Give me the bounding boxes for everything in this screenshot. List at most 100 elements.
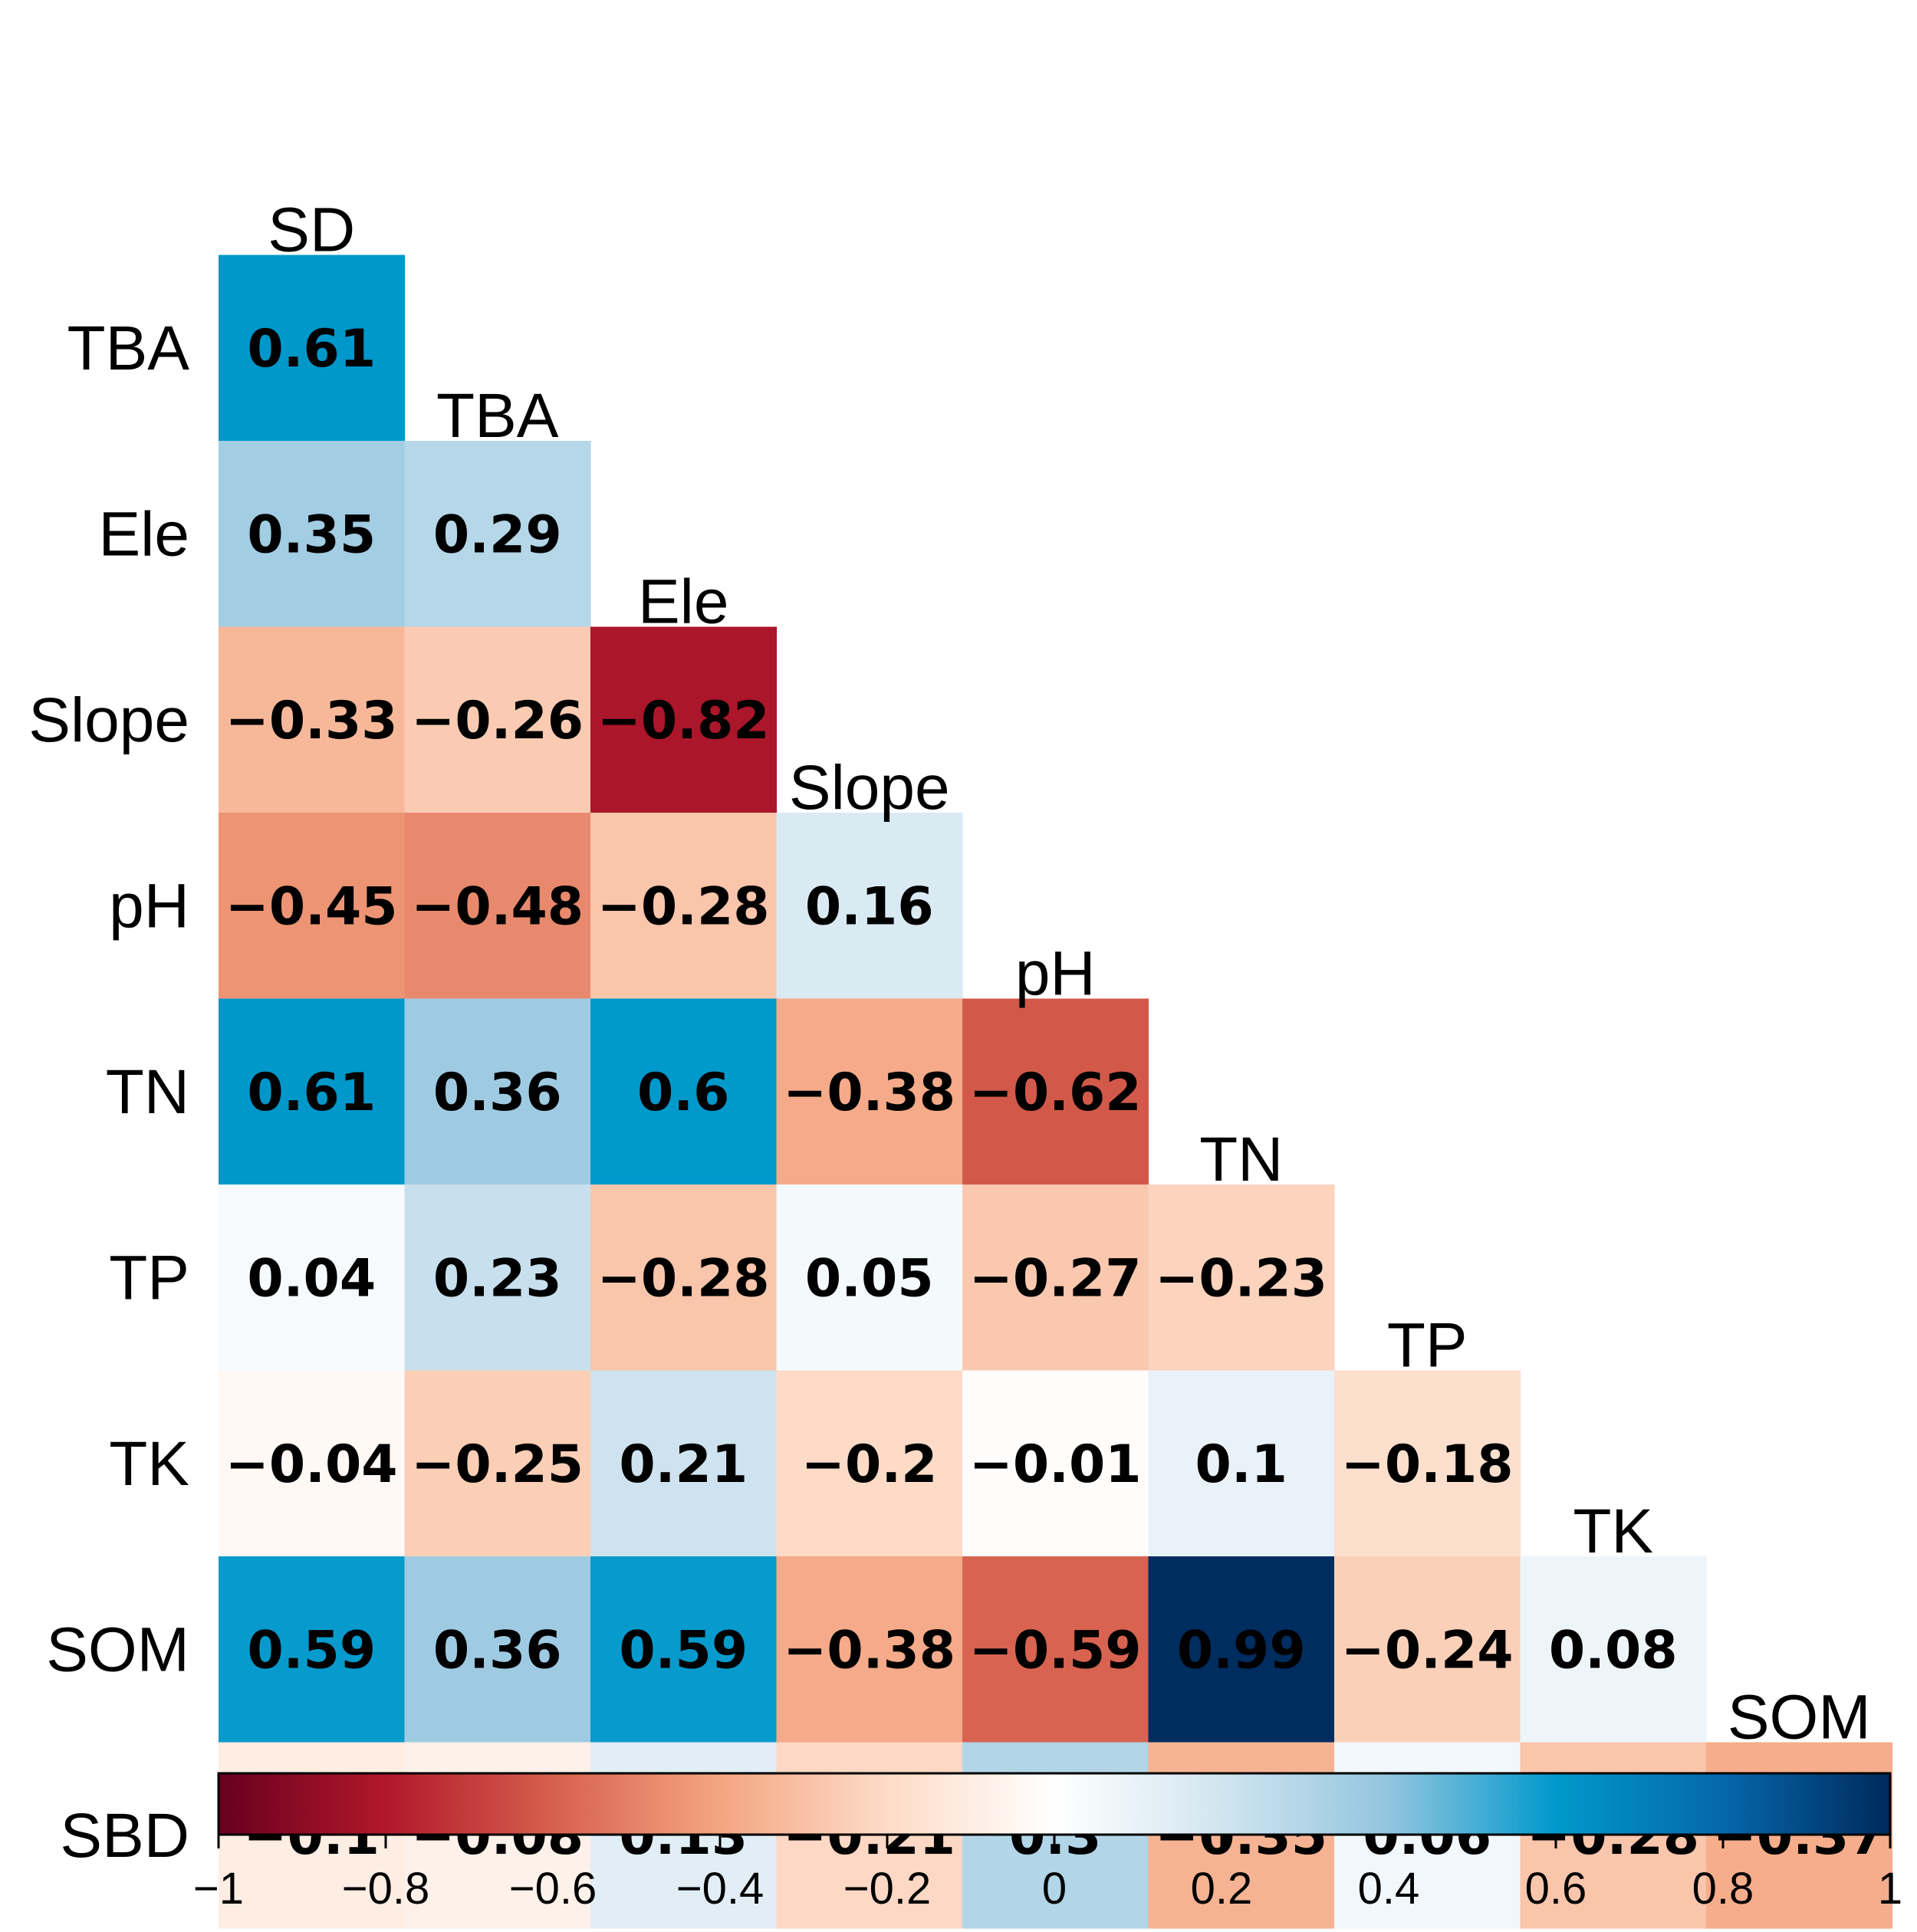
column-label: TN: [1199, 1125, 1283, 1194]
cell-value-label: 0.36: [433, 1063, 562, 1123]
heatmap-cell: [962, 998, 1149, 1185]
colorbar-tick-label: −0.2: [843, 1864, 932, 1914]
heatmap-cell: [404, 1370, 591, 1557]
colorbar: −1 −0.8 −0.6 −0.4 −0.2 0 0.2 0.4 0.6 0.8 1: [193, 1772, 1902, 1914]
heatmap-cell: [404, 1556, 591, 1743]
cell-value-label: 0.05: [805, 1248, 934, 1309]
heatmap-cell: [1334, 1370, 1521, 1557]
column-label: SOM: [1728, 1683, 1871, 1753]
heatmap-cell: [1148, 1184, 1335, 1372]
cell-value-label: 0.61: [247, 319, 376, 380]
heatmap-cell: [590, 813, 778, 1000]
heatmap-cell: [590, 1184, 778, 1372]
heatmap-cell: [776, 813, 963, 1000]
cell-value-label: 0.1: [1195, 1434, 1287, 1495]
colorbar-tick-label: 0.8: [1692, 1864, 1754, 1914]
cell-value-label: 0.6: [637, 1063, 729, 1123]
colorbar-gradient: [217, 1772, 1892, 1836]
cell-value-label: −0.59: [969, 1620, 1142, 1681]
column-label: TK: [1573, 1497, 1653, 1566]
heatmap-cell: [219, 626, 406, 813]
heatmap-cell: [1520, 1556, 1707, 1743]
cell-value-label: 0.08: [1549, 1620, 1678, 1681]
heatmap-cell: [219, 813, 406, 1000]
heatmap-cell: [962, 1370, 1149, 1557]
row-labels: TBA Ele Slope pH TN TP TK SOM SBD: [28, 314, 189, 1871]
colorbar-tick-label: −0.8: [342, 1864, 430, 1914]
row-label: TBA: [67, 314, 190, 383]
cell-value-label: −0.2: [801, 1434, 937, 1495]
heatmap-cell: [404, 626, 591, 813]
heatmap-cell: [776, 1184, 963, 1372]
row-label: Slope: [28, 685, 189, 755]
cell-value-label: 0.36: [433, 1620, 562, 1681]
heatmap-cell: [590, 998, 778, 1185]
column-labels: SD TBA Ele Slope pH TN TP TK SOM: [268, 196, 1870, 1753]
cell-value-label: −0.04: [225, 1434, 398, 1495]
heatmap-cell: [404, 441, 591, 628]
cell-value-label: −0.28: [597, 1248, 770, 1309]
cell-value-label: −0.48: [411, 876, 584, 937]
heatmap-cell: [219, 998, 406, 1185]
column-label: Slope: [789, 753, 950, 823]
cell-value-label: −0.01: [969, 1434, 1142, 1495]
column-label: TBA: [436, 381, 559, 451]
heatmap-cell: [776, 998, 963, 1185]
row-label: SBD: [60, 1801, 189, 1871]
cell-value-label: 0.21: [619, 1434, 748, 1495]
colorbar-tick-label: 0: [1042, 1864, 1067, 1914]
cell-value-label: −0.33: [225, 691, 398, 751]
heatmap-cell: [404, 998, 591, 1185]
column-label: Ele: [638, 567, 729, 637]
heatmap-cell: [219, 1184, 406, 1372]
heatmap-cell: [219, 1556, 406, 1743]
colorbar-tick-label: −0.4: [676, 1864, 764, 1914]
row-label: TK: [109, 1429, 189, 1499]
heatmap-cell: [590, 626, 778, 813]
cell-value-label: −0.45: [225, 876, 398, 937]
column-label: SD: [268, 196, 355, 265]
row-label: TP: [109, 1243, 189, 1313]
heatmap-cell: [1334, 1556, 1521, 1743]
cell-value-label: −0.28: [597, 876, 770, 937]
cell-value-label: 0.29: [433, 504, 562, 565]
heatmap-cell: [404, 1184, 591, 1372]
heatmap-cell: [962, 1184, 1149, 1372]
heatmap-cell: [776, 1370, 963, 1557]
heatmap-cells: 0.610.35 0.29−0.33 −0.26 −0.82−0.45 −0.48 −0.…: [219, 255, 1893, 1929]
cell-value-label: 0.04: [247, 1248, 376, 1309]
colorbar-tick-label: −1: [193, 1864, 244, 1914]
row-label: SOM: [46, 1615, 189, 1684]
cell-value-label: −0.23: [1155, 1248, 1327, 1309]
row-label: TN: [106, 1057, 189, 1127]
cell-value-label: −0.62: [969, 1063, 1142, 1123]
heatmap-cell: [1148, 1370, 1335, 1557]
heatmap-cell: [590, 1556, 778, 1743]
cell-value-label: 0.23: [433, 1248, 562, 1309]
heatmap-cell: [219, 1370, 406, 1557]
cell-value-label: 0.59: [619, 1620, 748, 1681]
cell-value-label: −0.26: [411, 691, 584, 751]
column-label: pH: [1015, 939, 1096, 1009]
colorbar-tick-label: 0.6: [1525, 1864, 1587, 1914]
heatmap-cell: [962, 1556, 1149, 1743]
colorbar-ticks: −1 −0.8 −0.6 −0.4 −0.2 0 0.2 0.4 0.6 0.8 1: [193, 1835, 1902, 1914]
heatmap-cell: [1148, 1556, 1335, 1743]
cell-value-label: −0.38: [783, 1620, 955, 1681]
heatmap-cell: [590, 1370, 778, 1557]
heatmap-cell: [219, 255, 406, 442]
cell-value-label: −0.38: [783, 1063, 955, 1123]
heatmap-cell: [776, 1556, 963, 1743]
cell-value-label: 0.16: [805, 876, 934, 937]
column-label: TP: [1387, 1311, 1468, 1381]
cell-value-label: 0.59: [247, 1620, 376, 1681]
cell-value-label: −0.82: [597, 691, 770, 751]
cell-value-label: −0.24: [1341, 1620, 1514, 1681]
colorbar-tick-label: 0.4: [1358, 1864, 1420, 1914]
row-label: Ele: [98, 499, 189, 569]
heatmap-cell: [219, 441, 406, 628]
cell-value-label: 0.35: [247, 504, 376, 565]
colorbar-tick-label: 1: [1878, 1864, 1902, 1914]
cell-value-label: 0.61: [247, 1063, 376, 1123]
